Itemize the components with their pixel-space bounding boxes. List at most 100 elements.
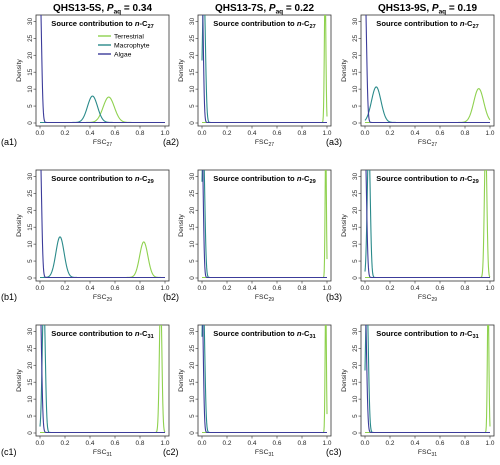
x-tick-label: 1.0 [323, 130, 332, 137]
y-axis-label: Density [16, 59, 23, 82]
panel-title: Source contribution to n-C27 [51, 19, 153, 30]
series-line-terrestrial [39, 241, 166, 279]
x-tick-label: 0.4 [248, 130, 257, 137]
panel-c2: 0 5 10 15 20 25 30 0.0 0.2 0.4 0.6 0.8 1.0 Density FSC… [163, 324, 332, 458]
series-group [364, 170, 491, 279]
y-tick-label: 30 [189, 327, 196, 335]
x-tick-label: 0.6 [273, 130, 282, 137]
series-line-macrophyte [39, 236, 166, 279]
y-tick-label: 10 [27, 395, 34, 403]
panel-b1: 0 5 10 15 20 25 30 0.0 0.2 0.4 0.6 0.8 1.0 Density FSC… [1, 169, 170, 303]
y-axis-label: Density [178, 59, 185, 82]
panel-title: Source contribution to n-C27 [213, 19, 315, 30]
legend: Terrestrial Macrophyte Algae [98, 33, 150, 58]
series-line-algae [40, 325, 166, 434]
y-tick-label: 20 [352, 51, 359, 59]
x-tick-label: 1.0 [161, 130, 170, 137]
series-line-algae [202, 170, 328, 279]
x-tick-label: 1.0 [323, 440, 332, 447]
y-tick-label: 15 [27, 378, 34, 386]
y-tick-label: 30 [27, 172, 34, 180]
x-tick-label: 0.0 [361, 440, 370, 447]
y-tick-label: 5 [352, 259, 359, 263]
y-tick-label: 25 [352, 344, 359, 352]
x-tick-label: 0.4 [411, 285, 420, 292]
x-tick-label: 0.4 [411, 130, 420, 137]
column-title: QHS13-7S, Paq = 0.22 [215, 3, 314, 16]
y-tick-label: 25 [189, 344, 196, 352]
panel-label: (b3) [326, 292, 342, 302]
x-axis-label: FSC27 [93, 139, 112, 148]
plot-frame [197, 14, 332, 127]
x-tick-label: 0.6 [111, 440, 120, 447]
y-tick-label: 10 [352, 395, 359, 403]
y-tick-label: 25 [352, 34, 359, 42]
plot-frame [360, 324, 495, 437]
y-tick-label: 15 [189, 68, 196, 76]
x-axis-label: FSC29 [93, 294, 112, 303]
x-tick-label: 0.4 [86, 285, 95, 292]
y-tick-label: 15 [189, 378, 196, 386]
x-tick-label: 0.2 [223, 440, 232, 447]
x-tick-label: 0.8 [136, 130, 145, 137]
x-tick-label: 0.2 [61, 285, 70, 292]
y-tick-label: 20 [27, 361, 34, 369]
x-axis-label: FSC27 [255, 139, 274, 148]
y-tick-label: 10 [27, 240, 34, 248]
y-tick-label: 0 [27, 431, 34, 435]
y-tick-label: 10 [189, 240, 196, 248]
y-tick-label: 15 [27, 68, 34, 76]
x-tick-label: 0.4 [248, 285, 257, 292]
y-tick-label: 0 [189, 276, 196, 280]
x-tick-label: 0.6 [273, 440, 282, 447]
x-axis-label: FSC27 [418, 139, 437, 148]
x-axis-label: FSC29 [255, 294, 274, 303]
x-tick-label: 0.8 [298, 285, 307, 292]
series-group [364, 15, 491, 124]
y-tick-label: 15 [352, 378, 359, 386]
plot-frame [35, 169, 170, 282]
x-tick-label: 0.4 [411, 440, 420, 447]
x-tick-label: 0.8 [298, 130, 307, 137]
x-tick-label: 0.6 [273, 285, 282, 292]
series-line-macrophyte [201, 170, 328, 279]
panel-title: Source contribution to n-C31 [51, 329, 153, 340]
y-tick-label: 0 [27, 121, 34, 125]
series-line-terrestrial [364, 325, 491, 434]
panel-b2: 0 5 10 15 20 25 30 0.0 0.2 0.4 0.6 0.8 1.0 Density FSC… [163, 169, 332, 303]
column-title: QHS13-9S, Paq = 0.19 [378, 3, 477, 16]
y-tick-label: 20 [352, 206, 359, 214]
series-group [39, 170, 166, 279]
y-tick-label: 0 [27, 276, 34, 280]
y-tick-label: 20 [189, 51, 196, 59]
x-tick-label: 1.0 [486, 130, 495, 137]
series-line-macrophyte [364, 86, 491, 124]
x-tick-label: 0.2 [61, 440, 70, 447]
plot-frame [35, 14, 170, 127]
panel-a1: 0 5 10 15 20 25 30 0.0 0.2 0.4 0.6 0.8 1.0 Density FSC… [1, 14, 170, 148]
y-tick-label: 30 [27, 17, 34, 25]
y-axis-label: Density [341, 369, 348, 392]
y-tick-label: 20 [352, 361, 359, 369]
x-tick-label: 0.0 [36, 130, 45, 137]
panel-title: Source contribution to n-C31 [213, 329, 315, 340]
x-tick-label: 0.0 [198, 130, 207, 137]
x-tick-label: 0.0 [36, 285, 45, 292]
x-tick-label: 0.2 [386, 440, 395, 447]
y-tick-label: 30 [352, 17, 359, 25]
series-group [201, 170, 328, 279]
legend-label: Algae [114, 51, 132, 58]
y-tick-label: 20 [189, 206, 196, 214]
x-tick-label: 0.6 [436, 130, 445, 137]
y-tick-label: 30 [189, 172, 196, 180]
x-tick-label: 0.2 [61, 130, 70, 137]
x-tick-label: 1.0 [486, 285, 495, 292]
y-tick-label: 10 [352, 85, 359, 93]
y-tick-label: 5 [189, 104, 196, 108]
panel-label: (a2) [163, 137, 179, 147]
panel-title: Source contribution to n-C29 [51, 174, 153, 185]
series-group [201, 15, 328, 124]
y-tick-label: 5 [189, 259, 196, 263]
panel-c3: 0 5 10 15 20 25 30 0.0 0.2 0.4 0.6 0.8 1.0 Density FSC… [326, 324, 495, 458]
